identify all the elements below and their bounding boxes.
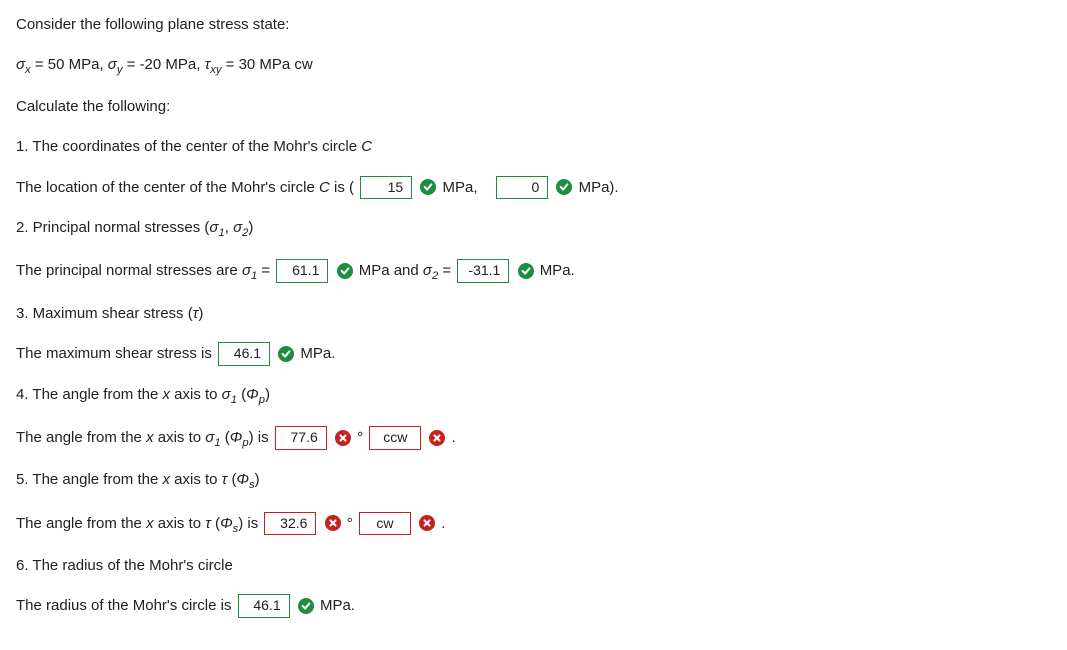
q4-end: . <box>452 429 456 446</box>
x-icon <box>325 515 341 531</box>
q2-answer: The principal normal stresses are σ1 = 6… <box>16 259 1051 284</box>
q6-end: MPa. <box>320 597 355 614</box>
stress-values: σx = 50 MPa, σy = -20 MPa, τxy = 30 MPa … <box>16 54 1051 78</box>
q4-open2: ( <box>221 429 230 446</box>
q5-input-1[interactable]: 32.6 <box>264 512 316 536</box>
q4-prompt: 4. The angle from the x axis to σ1 (Φp) <box>16 384 1051 408</box>
q4-input-2[interactable]: ccw <box>369 426 421 450</box>
q5-deg: ° <box>347 514 353 531</box>
q2-s2: σ <box>233 219 242 236</box>
q2-end: MPa. <box>540 262 575 279</box>
q2-as1: σ <box>242 262 251 279</box>
q5-ans-pre: The angle from the <box>16 514 146 531</box>
calculate-prompt: Calculate the following: <box>16 96 1051 118</box>
q3-prompt: 3. Maximum shear stress (τ) <box>16 303 1051 325</box>
q5-phi2: Φ <box>220 514 233 531</box>
sigma-x-sym: σ <box>16 56 25 73</box>
q1-answer: The location of the center of the Mohr's… <box>16 176 1051 200</box>
check-icon <box>337 263 353 279</box>
x-icon <box>429 430 445 446</box>
q2-eq1: = <box>257 262 274 279</box>
q5-close: ) <box>255 471 260 488</box>
q5-prompt: 5. The angle from the x axis to τ (Φs) <box>16 469 1051 493</box>
q5-pre: 5. The angle from the <box>16 471 162 488</box>
q2-pre: 2. Principal normal stresses ( <box>16 219 209 236</box>
q6-prompt: 6. The radius of the Mohr's circle <box>16 555 1051 577</box>
q5-phi: Φ <box>236 471 249 488</box>
q3-close: ) <box>198 305 203 322</box>
q5-mid: axis to <box>170 471 222 488</box>
tau-xy-val: = 30 MPa cw <box>221 56 312 73</box>
check-icon <box>518 263 534 279</box>
q2-close: ) <box>248 219 253 236</box>
q3-input[interactable]: 46.1 <box>218 342 270 366</box>
q1-ans-pre: The location of the center of the Mohr's… <box>16 178 319 195</box>
q2-eq2: = <box>438 262 455 279</box>
q5-x2: x <box>146 514 154 531</box>
q3-text: 3. Maximum shear stress ( <box>16 305 193 322</box>
sigma-y-sym: σ <box>108 56 117 73</box>
q4-x: x <box>162 386 170 403</box>
q4-phi2: Φ <box>230 429 243 446</box>
q6-ans-pre: The radius of the Mohr's circle is <box>16 597 236 614</box>
q4-answer: The angle from the x axis to σ1 (Φp) is … <box>16 426 1051 451</box>
q1-input-2[interactable]: 0 <box>496 176 548 200</box>
q5-close2: ) is <box>238 514 262 531</box>
q4-close: ) <box>265 386 270 403</box>
q2-input-2[interactable]: -31.1 <box>457 259 509 283</box>
q4-close2: ) is <box>249 429 273 446</box>
check-icon <box>278 346 294 362</box>
check-icon <box>556 179 572 195</box>
q4-ans-pre: The angle from the <box>16 429 146 446</box>
check-icon <box>420 179 436 195</box>
x-icon <box>419 515 435 531</box>
q3-answer: The maximum shear stress is 46.1 MPa. <box>16 342 1051 366</box>
q1-mpa1: MPa, <box>443 178 478 195</box>
q1-C: C <box>361 138 372 155</box>
q4-mid: axis to <box>170 386 222 403</box>
sigma-x-val: = 50 MPa, <box>31 56 108 73</box>
q2-ans-pre: The principal normal stresses are <box>16 262 242 279</box>
q2-prompt: 2. Principal normal stresses (σ1, σ2) <box>16 217 1051 241</box>
q2-comma: , <box>225 219 233 236</box>
q6-answer: The radius of the Mohr's circle is 46.1 … <box>16 594 1051 618</box>
q5-answer: The angle from the x axis to τ (Φs) is 3… <box>16 512 1051 537</box>
q4-input-1[interactable]: 77.6 <box>275 426 327 450</box>
q5-end: . <box>441 514 445 531</box>
q5-ans-mid: axis to <box>154 514 206 531</box>
q4-phi: Φ <box>246 386 259 403</box>
q4-pre: 4. The angle from the <box>16 386 162 403</box>
q4-x2: x <box>146 429 154 446</box>
q5-open2: ( <box>211 514 220 531</box>
q1-mpa2: MPa). <box>579 178 619 195</box>
intro-line-1: Consider the following plane stress stat… <box>16 14 1051 36</box>
q2-as2: σ <box>423 262 432 279</box>
q1-is: is ( <box>330 178 354 195</box>
q4-s2: σ <box>205 429 214 446</box>
q4-open: ( <box>237 386 246 403</box>
q4-deg: ° <box>357 429 363 446</box>
q1-prompt: 1. The coordinates of the center of the … <box>16 136 1051 158</box>
q3-end: MPa. <box>300 345 335 362</box>
q5-input-2[interactable]: cw <box>359 512 411 536</box>
q2-input-1[interactable]: 61.1 <box>276 259 328 283</box>
q2-mid: MPa and <box>359 262 423 279</box>
q6-input[interactable]: 46.1 <box>238 594 290 618</box>
x-icon <box>335 430 351 446</box>
sigma-y-val: = -20 MPa, <box>122 56 204 73</box>
q3-ans-pre: The maximum shear stress is <box>16 345 216 362</box>
q1-C2: C <box>319 178 330 195</box>
check-icon <box>298 598 314 614</box>
q1-prompt-text: 1. The coordinates of the center of the … <box>16 138 361 155</box>
q4-ans-mid: axis to <box>154 429 206 446</box>
q1-input-1[interactable]: 15 <box>360 176 412 200</box>
tau-xy-sub: xy <box>210 64 221 76</box>
q4-s1: σ <box>222 386 231 403</box>
q5-x: x <box>162 471 170 488</box>
